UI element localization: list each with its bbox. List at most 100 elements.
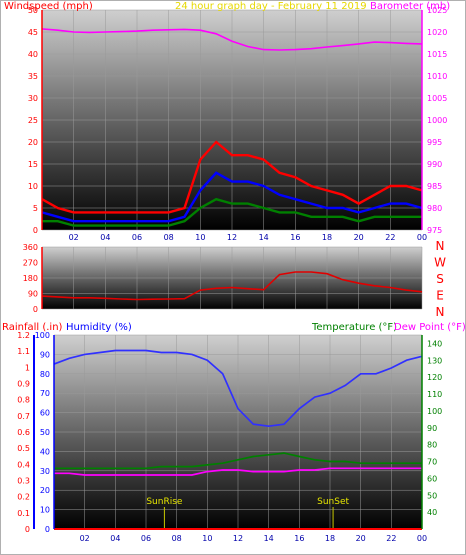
wind-x-tick-label: 02 xyxy=(69,233,79,242)
chart-title: 24 hour graph day - February 11 2019 xyxy=(175,1,367,12)
wind-x-tick-label: 16 xyxy=(290,233,300,242)
direction-tick-label: 0 xyxy=(33,305,38,314)
rainfall-tick-label: 0.1 xyxy=(17,509,30,518)
humidity-series-line xyxy=(53,349,423,428)
windspeed-tick-label: 40 xyxy=(28,50,38,59)
compass-label: N xyxy=(436,239,445,253)
wind-panel-marks xyxy=(41,28,423,227)
humidity-tick-label: 10 xyxy=(40,506,50,515)
barometer-tick-label: 975 xyxy=(427,226,442,235)
temperature-axis-label: Temperature (°F) xyxy=(311,322,397,333)
climate-x-tick-label: 08 xyxy=(172,534,182,543)
wind-x-tick-label: 08 xyxy=(164,233,174,242)
humidity-tick-label: 60 xyxy=(40,409,50,418)
climate-x-tick-label: 06 xyxy=(141,534,151,543)
barometer-tick-label: 1005 xyxy=(427,94,447,103)
windspeed-tick-label: 0 xyxy=(33,226,38,235)
climate-x-tick-label: 12 xyxy=(233,534,243,543)
temperature-series-line xyxy=(54,452,422,470)
rainfall-tick-label: 0.7 xyxy=(17,412,30,421)
windspeed-tick-label: 30 xyxy=(28,94,38,103)
dew-point-series-line xyxy=(54,467,422,476)
barometer-tick-label: 980 xyxy=(427,204,442,213)
humidity-tick-label: 100 xyxy=(35,331,50,340)
wind-average-series-line xyxy=(41,171,423,223)
wind-x-tick-label: 20 xyxy=(354,233,364,242)
dewpoint-axis-label: Dew Point (°F) xyxy=(394,322,466,333)
barometer-tick-label: 1000 xyxy=(427,116,447,125)
sunset-label: SunSet xyxy=(317,497,349,507)
climate-x-tick-label: 14 xyxy=(264,534,274,543)
windspeed-tick-label: 15 xyxy=(28,160,38,169)
humidity-tick-label: 80 xyxy=(40,370,50,379)
wind-x-tick-label: 04 xyxy=(100,233,110,242)
humidity-axis-label: Humidity (%) xyxy=(66,322,132,333)
rainfall-tick-label: 0.3 xyxy=(17,477,30,486)
temperature-tick-label: 110 xyxy=(427,390,442,399)
rainfall-tick-label: 1.2 xyxy=(17,331,30,340)
climate-x-tick-label: 04 xyxy=(110,534,120,543)
windspeed-tick-label: 45 xyxy=(28,28,38,37)
temperature-tick-label: 130 xyxy=(427,356,442,365)
wind-x-tick-label: 12 xyxy=(227,233,237,242)
temperature-tick-label: 100 xyxy=(427,407,442,416)
compass-label: E xyxy=(436,289,444,303)
wind-speed-series-line xyxy=(42,197,422,227)
wind-direction-series-line xyxy=(41,271,423,301)
barometer-tick-label: 1015 xyxy=(427,50,447,59)
barometer-tick-label: 1010 xyxy=(427,72,447,81)
rainfall-tick-label: 0.9 xyxy=(17,380,30,389)
wind-x-tick-label: 22 xyxy=(385,233,395,242)
climate-panel-marks: SunRise SunSet xyxy=(53,349,423,530)
temperature-tick-label: 40 xyxy=(427,508,437,517)
climate-x-tick-label: 20 xyxy=(356,534,366,543)
rainfall-tick-label: 1.1 xyxy=(17,347,30,356)
barometer-tick-label: 985 xyxy=(427,182,442,191)
barometer-tick-label: 995 xyxy=(427,138,442,147)
windspeed-tick-label: 10 xyxy=(28,182,38,191)
temperature-tick-label: 50 xyxy=(427,491,437,500)
wind-gust-series-line xyxy=(41,140,423,214)
rainfall-tick-label: 0 xyxy=(25,525,30,534)
rainfall-axis-label: Rainfall (.in) xyxy=(2,322,63,333)
temperature-tick-label: 60 xyxy=(427,474,437,483)
temperature-tick-label: 90 xyxy=(427,424,437,433)
direction-panel-grid xyxy=(42,246,423,310)
temperature-tick-label: 80 xyxy=(427,441,437,450)
wind-x-tick-label: 00 xyxy=(417,233,427,242)
rainfall-tick-label: 0.8 xyxy=(17,396,30,405)
windspeed-tick-label: 5 xyxy=(33,204,38,213)
compass-label: N xyxy=(436,305,445,319)
wind-x-tick-label: 14 xyxy=(259,233,269,242)
windspeed-axis-label: Windspeed (mph) xyxy=(4,1,93,12)
climate-x-tick-label: 10 xyxy=(202,534,212,543)
wind-x-tick-label: 06 xyxy=(132,233,142,242)
humidity-tick-label: 20 xyxy=(40,486,50,495)
compass-label: W xyxy=(434,256,446,270)
humidity-tick-label: 70 xyxy=(40,389,50,398)
climate-x-tick-label: 18 xyxy=(325,534,335,543)
wind-panel-ticks: 02 04 06 08 10 12 14 16 18 20 22 005045403530252015… xyxy=(28,6,448,242)
temperature-tick-label: 70 xyxy=(427,458,437,467)
humidity-tick-label: 90 xyxy=(40,350,50,359)
direction-tick-label: 360 xyxy=(23,243,38,252)
direction-panel-marks xyxy=(41,271,423,301)
barometer-tick-label: 990 xyxy=(427,160,442,169)
rainfall-tick-label: 0.2 xyxy=(17,493,30,502)
barometer-series-line xyxy=(41,28,423,51)
windspeed-tick-label: 35 xyxy=(28,72,38,81)
rainfall-tick-label: 0.6 xyxy=(17,428,30,437)
rainfall-tick-label: 0.5 xyxy=(17,444,30,453)
humidity-tick-label: 0 xyxy=(45,525,50,534)
barometer-tick-label: 1020 xyxy=(427,28,447,37)
barometer-axis-label: Barometer (mb) xyxy=(370,1,450,12)
barometer-tick-label: 1025 xyxy=(427,6,447,15)
humidity-tick-label: 30 xyxy=(40,467,50,476)
windspeed-tick-label: 25 xyxy=(28,116,38,125)
sunrise-label: SunRise xyxy=(146,497,183,507)
humidity-tick-label: 40 xyxy=(40,447,50,456)
wind-x-tick-label: 18 xyxy=(322,233,332,242)
windspeed-tick-label: 50 xyxy=(28,6,38,15)
